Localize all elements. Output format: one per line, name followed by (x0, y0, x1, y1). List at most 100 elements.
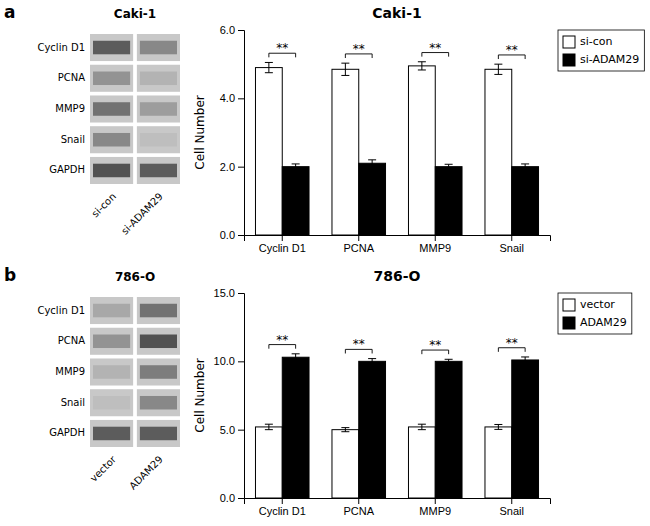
error-cap (521, 169, 529, 170)
band (93, 102, 130, 116)
lane-background (90, 297, 133, 324)
legend-swatch (563, 299, 575, 311)
tick-mark (238, 498, 244, 499)
tick-label: Snail (500, 505, 524, 517)
title: Caki-1 (114, 7, 156, 21)
error-line (372, 359, 373, 364)
tick: 6.0 (220, 24, 244, 36)
column-label: si-ADAM29 (119, 191, 165, 237)
tick-mark (238, 361, 244, 362)
lane-background (137, 95, 180, 122)
tick-mark (238, 235, 244, 236)
error-line (448, 359, 449, 363)
error-cap (265, 72, 273, 73)
lane-background (137, 157, 180, 184)
error-line (372, 160, 373, 167)
error-cap (341, 431, 349, 432)
legend-label: vector (580, 298, 615, 311)
tick-mark (238, 98, 244, 99)
row-label: MMP9 (55, 366, 85, 377)
error-line (268, 62, 269, 72)
lane-background (90, 157, 133, 184)
band (140, 396, 177, 410)
bar (282, 167, 309, 235)
legend-swatch (563, 317, 575, 329)
tick-mark (358, 498, 359, 504)
error-line (498, 424, 499, 429)
band (93, 164, 130, 178)
lane-background (137, 358, 180, 385)
lane-background (90, 389, 133, 416)
error-cap (445, 164, 453, 165)
lane-background (137, 34, 180, 61)
bar (485, 427, 512, 498)
tick: Snail (500, 235, 524, 254)
bar (332, 430, 359, 498)
error-cap (341, 63, 349, 64)
error-cap (292, 353, 300, 354)
tick: PCNA (343, 498, 374, 517)
annotation: ** (506, 336, 518, 350)
bar (255, 427, 282, 498)
title: 786-O (115, 270, 155, 284)
lane-background (137, 328, 180, 355)
tick-mark (238, 30, 244, 31)
bar (282, 357, 309, 498)
lane-background (90, 328, 133, 355)
annotation: ** (353, 42, 365, 56)
error-bar (265, 424, 273, 429)
error-cap (494, 64, 502, 65)
bar (408, 66, 435, 235)
axis-line (238, 31, 245, 236)
bar (359, 361, 386, 498)
row-label: GAPDH (49, 427, 85, 438)
error-line (295, 354, 296, 361)
error-bar (418, 62, 426, 70)
annotation: ** (429, 41, 441, 55)
error-line (345, 63, 346, 75)
error-line (268, 424, 269, 429)
bars (255, 354, 538, 498)
tick-label: 2.0 (220, 161, 235, 173)
lane-background (137, 297, 180, 324)
error-line (295, 164, 296, 169)
error-cap (265, 429, 273, 430)
column-label: vector (88, 453, 119, 484)
tick-mark (282, 235, 283, 241)
title: Caki-1 (372, 5, 421, 21)
tick: MMP9 (419, 235, 451, 254)
tick: Cyclin D1 (259, 498, 306, 517)
axis-line (245, 499, 551, 505)
tick-label: 15.0 (214, 287, 235, 299)
annotation: ** (506, 43, 518, 57)
band (93, 427, 130, 441)
legend-swatch (563, 54, 575, 66)
y-axis: 0.02.04.06.0 (220, 24, 245, 241)
tick-label: MMP9 (419, 242, 451, 254)
error-bar (494, 424, 502, 429)
error-bar (521, 357, 529, 363)
lane-background (90, 95, 133, 122)
error-cap (445, 169, 453, 170)
legend-label: si-ADAM29 (580, 53, 639, 66)
tick-mark (511, 235, 512, 241)
lane-background (137, 389, 180, 416)
tick-mark (238, 167, 244, 168)
tick: 4.0 (220, 92, 244, 104)
lane-background (90, 420, 133, 447)
band (140, 365, 177, 379)
panel: b786-OCyclin D1PCNAMMP9SnailGAPDHvectorA… (4, 265, 180, 492)
error-cap (494, 429, 502, 430)
panel: 0.02.04.06.0Cyclin D1PCNAMMP9Snail******… (193, 5, 644, 254)
error-cap (368, 364, 376, 365)
error-cap (418, 424, 426, 425)
error-bar (265, 62, 273, 72)
column-label: si-con (89, 191, 118, 220)
error-cap (521, 356, 529, 357)
error-cap (494, 74, 502, 75)
annotations: ******** (269, 333, 525, 355)
tick-label: Cyclin D1 (259, 242, 306, 254)
y-axis: 0.05.010.015.0 (214, 287, 245, 504)
lane-background (90, 65, 133, 92)
band (140, 304, 177, 318)
